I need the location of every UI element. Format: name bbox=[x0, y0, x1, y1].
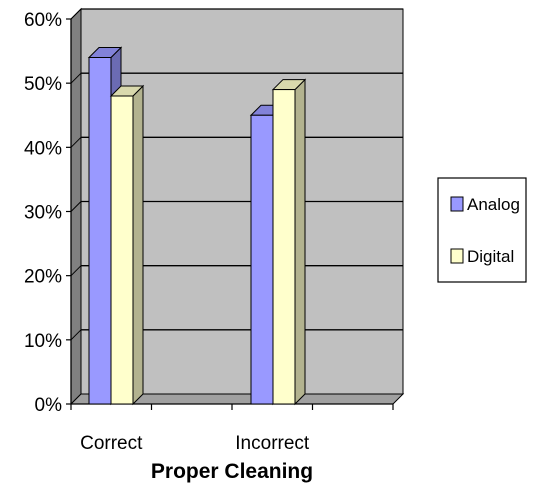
y-tick-label: 30% bbox=[24, 203, 62, 224]
legend-swatch-digital bbox=[450, 248, 464, 264]
bar-digital-correct bbox=[110, 95, 134, 405]
bar-analog-correct bbox=[88, 57, 112, 405]
legend: Analog Digital bbox=[437, 177, 527, 283]
x-axis-title: Proper Cleaning bbox=[151, 460, 313, 483]
y-tick-label: 0% bbox=[35, 395, 63, 416]
legend-label-digital: Digital bbox=[467, 247, 514, 266]
bars bbox=[87, 46, 307, 406]
x-axis: Correct Incorrect bbox=[70, 403, 394, 454]
y-axis-ticks: 0% 10% 20% 30% 40% 50% 60% bbox=[24, 10, 72, 416]
gridline-side bbox=[70, 265, 82, 277]
x-tick-label: Incorrect bbox=[235, 433, 310, 454]
gridline-side bbox=[70, 329, 82, 341]
x-tick-label: Correct bbox=[80, 433, 143, 454]
bar-digital-incorrect bbox=[272, 89, 296, 405]
bar-digital-incorrect-side bbox=[294, 78, 306, 406]
gridline-side bbox=[70, 136, 82, 148]
y-tick-label: 20% bbox=[24, 267, 62, 288]
gridline-side bbox=[70, 201, 82, 212]
gridline-side bbox=[70, 8, 82, 20]
legend-box bbox=[437, 177, 527, 283]
legend-label-analog: Analog bbox=[467, 195, 520, 214]
y-tick-label: 50% bbox=[24, 74, 62, 95]
legend-swatch-analog bbox=[450, 196, 464, 212]
y-tick-label: 40% bbox=[24, 138, 62, 159]
y-tick-label: 10% bbox=[24, 331, 62, 352]
gridline-side bbox=[70, 72, 82, 84]
bar-analog-incorrect bbox=[250, 114, 274, 405]
bar-digital-correct-side bbox=[132, 84, 144, 406]
y-tick-label: 60% bbox=[24, 10, 62, 31]
